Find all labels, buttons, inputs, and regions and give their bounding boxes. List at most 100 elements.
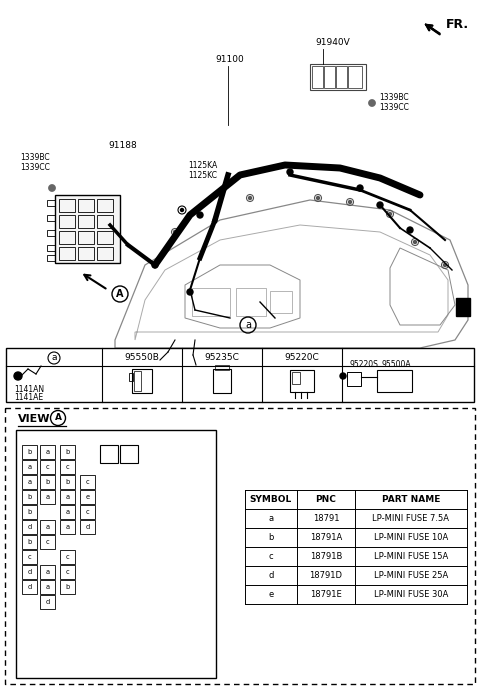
Bar [22, 505, 37, 519]
Text: a: a [245, 320, 251, 330]
Text: 91940V: 91940V [315, 38, 350, 47]
Bar [60, 580, 75, 594]
Circle shape [413, 241, 417, 244]
Circle shape [197, 212, 203, 218]
Bar [60, 460, 75, 474]
Text: c: c [46, 464, 49, 470]
Bar [97, 247, 113, 260]
Text: d: d [27, 569, 32, 575]
Bar [22, 475, 37, 489]
Circle shape [407, 227, 413, 233]
Text: d: d [27, 524, 32, 530]
Circle shape [194, 364, 200, 370]
Text: a: a [27, 479, 32, 485]
Circle shape [348, 200, 351, 204]
Circle shape [388, 213, 392, 215]
Bar [47, 215, 55, 221]
Circle shape [444, 264, 446, 266]
Bar [97, 199, 113, 212]
Bar [80, 505, 95, 519]
Circle shape [369, 100, 375, 107]
Bar [377, 370, 412, 392]
Circle shape [173, 230, 177, 233]
Bar [40, 595, 55, 609]
Circle shape [154, 357, 160, 363]
Bar [40, 535, 55, 549]
Text: c: c [28, 554, 31, 560]
Bar [78, 247, 94, 260]
Text: c: c [66, 554, 69, 560]
Bar [55, 195, 120, 263]
Bar [78, 231, 94, 244]
Bar [22, 490, 37, 504]
Bar [134, 371, 141, 391]
Bar [312, 66, 323, 88]
Bar [22, 550, 37, 564]
Text: d: d [27, 584, 32, 590]
Bar [347, 372, 361, 386]
Bar [40, 565, 55, 579]
Circle shape [316, 197, 320, 200]
Bar [16, 430, 216, 678]
Text: SYMBOL: SYMBOL [250, 495, 292, 504]
Text: c: c [46, 539, 49, 545]
Text: b: b [27, 509, 32, 515]
Text: 95220C: 95220C [285, 354, 319, 363]
Text: 95220S: 95220S [349, 360, 378, 369]
Bar [40, 460, 55, 474]
Text: 95235C: 95235C [204, 354, 240, 363]
Circle shape [14, 372, 22, 380]
Bar [213, 369, 231, 393]
Text: 18791D: 18791D [310, 571, 343, 580]
Bar [47, 230, 55, 236]
Bar [22, 565, 37, 579]
Bar [348, 66, 362, 88]
Bar [6, 348, 474, 402]
Bar [22, 535, 37, 549]
Text: c: c [269, 552, 273, 561]
Text: e: e [268, 590, 274, 599]
Text: b: b [27, 539, 32, 545]
Text: e: e [85, 494, 90, 500]
Bar [310, 64, 366, 90]
Circle shape [249, 197, 252, 200]
Bar [78, 215, 94, 228]
Bar [456, 298, 470, 316]
Text: 95550B: 95550B [125, 354, 159, 363]
Text: 18791B: 18791B [310, 552, 342, 561]
Bar [80, 490, 95, 504]
Text: 1339CC: 1339CC [379, 103, 409, 112]
Bar [60, 505, 75, 519]
Bar [47, 255, 55, 261]
Text: c: c [66, 464, 69, 470]
Bar [5, 408, 475, 684]
Circle shape [357, 185, 363, 191]
Text: 91188: 91188 [108, 141, 137, 150]
Text: LP-MINI FUSE 30A: LP-MINI FUSE 30A [374, 590, 448, 599]
Text: 18791E: 18791E [310, 590, 342, 599]
Bar [80, 475, 95, 489]
Text: a: a [46, 569, 49, 575]
Bar [47, 200, 55, 206]
Text: a: a [46, 584, 49, 590]
Circle shape [340, 373, 346, 379]
Text: PNC: PNC [315, 495, 336, 504]
Bar [292, 372, 300, 384]
Text: 1141AN: 1141AN [14, 385, 44, 394]
Bar [97, 215, 113, 228]
Bar [80, 520, 95, 534]
Bar [59, 215, 75, 228]
Text: LP-MINI FUSE 15A: LP-MINI FUSE 15A [374, 552, 448, 561]
Bar [129, 373, 133, 381]
Bar [59, 247, 75, 260]
Circle shape [187, 289, 193, 295]
Text: a: a [65, 509, 70, 515]
Polygon shape [425, 24, 438, 33]
Bar [47, 245, 55, 251]
Text: a: a [268, 514, 274, 523]
Text: 1339CC: 1339CC [20, 163, 50, 172]
Bar [22, 460, 37, 474]
Bar [336, 66, 347, 88]
Circle shape [180, 208, 183, 211]
Text: 1141AE: 1141AE [14, 393, 43, 402]
